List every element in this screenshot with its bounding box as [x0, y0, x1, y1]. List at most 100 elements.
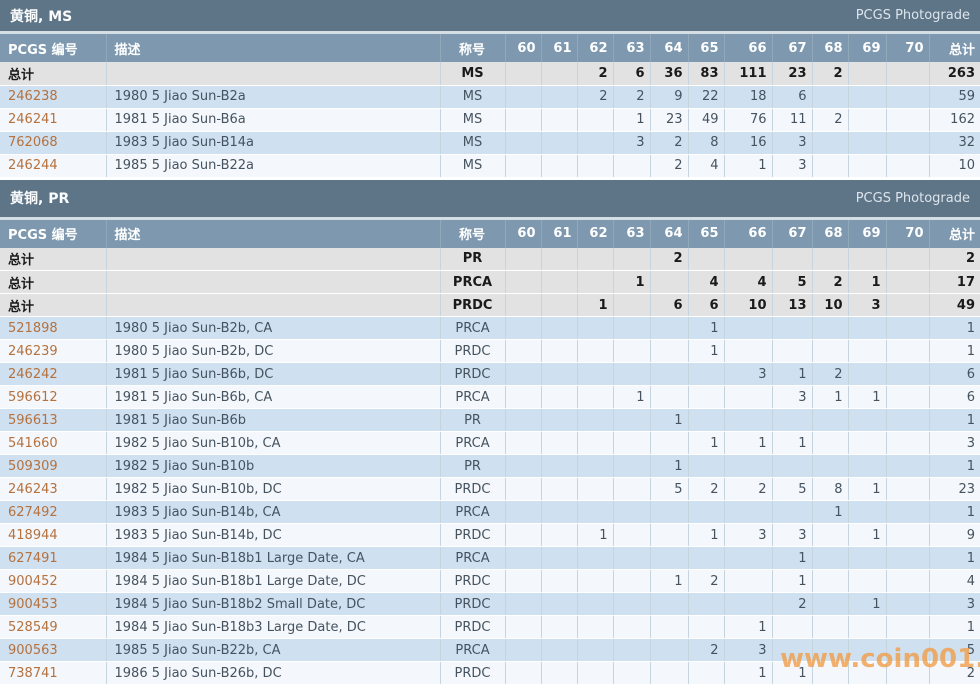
grade-count-cell — [848, 638, 887, 662]
grade-count-cell — [541, 85, 578, 109]
pcgs-number-link[interactable]: 627492 — [8, 504, 58, 520]
pcgs-number-cell: 246241 — [0, 108, 107, 132]
row-total-cell: 1 — [929, 316, 980, 340]
designation-cell: PRCA — [440, 546, 506, 570]
pcgs-number-link[interactable]: 521898 — [8, 320, 58, 336]
designation-cell: PRCA — [440, 431, 506, 455]
section-header-bar: 黄铜, PR PCGS Photograde — [0, 179, 980, 220]
column-header-grade-63: 63 — [613, 34, 651, 62]
pcgs-number-link[interactable]: 246243 — [8, 481, 58, 497]
grade-count-cell: 2 — [812, 108, 849, 132]
designation-cell: MS — [440, 154, 506, 178]
grade-count-cell — [505, 339, 542, 363]
pcgs-number-link[interactable]: 246244 — [8, 158, 58, 173]
description-cell: 1985 5 Jiao Sun-B22a — [106, 154, 441, 178]
grade-count-cell — [650, 500, 689, 524]
pcgs-number-cell: 627492 — [0, 500, 107, 524]
photograde-link[interactable]: PCGS Photograde — [855, 190, 970, 206]
grade-count-cell — [541, 385, 578, 409]
grade-count-cell — [812, 615, 849, 639]
table-row: 627492 1983 5 Jiao Sun-B14b, CA PRCA 1 1 — [0, 500, 980, 524]
grade-count-cell — [812, 131, 849, 155]
grade-count-cell — [541, 108, 578, 132]
pcgs-number-link[interactable]: 528549 — [8, 619, 58, 635]
table-row: 528549 1984 5 Jiao Sun-B18b3 Large Date, … — [0, 615, 980, 639]
pcgs-number-link[interactable]: 541660 — [8, 435, 58, 451]
grade-count-cell — [505, 661, 542, 685]
total-row: 总计 PRCA 1 4 4 5 2 1 17 — [0, 270, 980, 294]
grade-count-cell: 1 — [848, 270, 887, 294]
column-header-grade-64: 64 — [650, 34, 689, 62]
grade-count-cell — [724, 546, 773, 570]
grade-count-cell — [772, 339, 813, 363]
grade-count-cell — [613, 638, 651, 662]
grade-count-cell — [772, 316, 813, 340]
pcgs-number-link[interactable]: 246242 — [8, 366, 58, 382]
table-row: 762068 1983 5 Jiao Sun-B14a MS 3 2 8 16 3 32 — [0, 131, 980, 155]
designation-cell: PRDC — [440, 293, 506, 317]
grade-count-cell — [848, 85, 887, 109]
pcgs-number-link[interactable]: 418944 — [8, 527, 58, 543]
pcgs-number-link[interactable]: 738741 — [8, 665, 58, 681]
grade-count-cell — [541, 638, 578, 662]
grade-count-cell — [505, 454, 542, 478]
grade-count-cell — [688, 615, 725, 639]
grade-count-cell: 2 — [772, 592, 813, 616]
designation-cell: PR — [440, 408, 506, 432]
pcgs-number-link[interactable]: 900563 — [8, 642, 58, 658]
pcgs-number-link[interactable]: 900453 — [8, 596, 58, 612]
pcgs-number-cell: 528549 — [0, 615, 107, 639]
grade-count-cell — [886, 408, 930, 432]
grade-count-cell — [613, 477, 651, 501]
grade-count-cell: 2 — [724, 477, 773, 501]
pcgs-number-cell: 541660 — [0, 431, 107, 455]
pcgs-number-link[interactable]: 246239 — [8, 343, 58, 359]
table-row: 246242 1981 5 Jiao Sun-B6b, DC PRDC 3 1 2 6 — [0, 362, 980, 386]
row-total-cell: 1 — [929, 500, 980, 524]
grade-count-cell — [577, 615, 614, 639]
designation-cell: PRDC — [440, 477, 506, 501]
grade-count-cell: 5 — [650, 477, 689, 501]
grade-count-cell — [650, 362, 689, 386]
grade-count-cell — [688, 454, 725, 478]
pcgs-number-link[interactable]: 509309 — [8, 458, 58, 474]
grade-count-cell: 76 — [724, 108, 773, 132]
description-cell: 1984 5 Jiao Sun-B18b2 Small Date, DC — [106, 592, 441, 616]
row-total-cell: 263 — [929, 62, 980, 86]
table-row: 900452 1984 5 Jiao Sun-B18b1 Large Date, … — [0, 569, 980, 593]
grade-count-cell — [613, 569, 651, 593]
photograde-link[interactable]: PCGS Photograde — [855, 8, 970, 23]
description-cell: 1983 5 Jiao Sun-B14a — [106, 131, 441, 155]
pcgs-number-link[interactable]: 627491 — [8, 550, 58, 566]
grade-count-cell — [724, 247, 773, 271]
column-header-grade-68: 68 — [812, 34, 849, 62]
grade-count-cell — [505, 638, 542, 662]
grade-count-cell — [886, 477, 930, 501]
pcgs-number-cell: 246239 — [0, 339, 107, 363]
grade-count-cell — [886, 362, 930, 386]
pcgs-number-link[interactable]: 246241 — [8, 112, 58, 127]
column-header-grade-68: 68 — [812, 219, 849, 248]
grade-count-cell: 5 — [772, 477, 813, 501]
grade-count-cell: 1 — [613, 270, 651, 294]
grade-count-cell — [724, 569, 773, 593]
description-cell: 1984 5 Jiao Sun-B18b1 Large Date, DC — [106, 569, 441, 593]
section-title: 黄铜, MS — [10, 8, 73, 25]
grade-count-cell — [577, 131, 614, 155]
pcgs-number-link[interactable]: 596612 — [8, 389, 58, 405]
column-header-designation: 称号 — [440, 34, 506, 62]
column-header-grade-63: 63 — [613, 219, 651, 248]
pcgs-number-link[interactable]: 596613 — [8, 412, 58, 428]
row-total-cell: 3 — [929, 592, 980, 616]
grade-count-cell — [577, 339, 614, 363]
pcgs-number-link[interactable]: 762068 — [8, 135, 58, 150]
total-label: 总计 — [0, 62, 107, 86]
pcgs-number-link[interactable]: 246238 — [8, 89, 58, 104]
grade-count-cell — [650, 638, 689, 662]
pcgs-number-link[interactable]: 900452 — [8, 573, 58, 589]
grade-count-cell: 3 — [848, 293, 887, 317]
grade-count-cell — [505, 477, 542, 501]
grade-count-cell — [541, 569, 578, 593]
grade-count-cell — [812, 661, 849, 685]
grade-count-cell — [886, 454, 930, 478]
